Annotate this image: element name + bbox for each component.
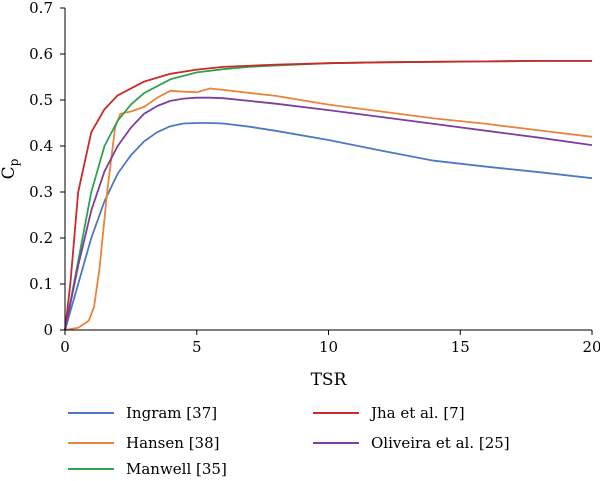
y-tick-label: 0.7: [29, 0, 53, 17]
y-axis-title-subscript: p: [7, 158, 21, 166]
series-line-0: [64, 122, 593, 331]
y-tick-label: 0.2: [29, 229, 53, 247]
x-tick-label: 20: [582, 338, 600, 356]
y-tick-label: 0.5: [29, 91, 53, 109]
ticks: 0 5 10 15 20 0 0.1 0.2 0.3 0.4 0.5 0.6 0.7: [29, 0, 600, 356]
x-tick-label: 0: [60, 338, 70, 356]
series-line-2: [64, 60, 592, 331]
series-line-1: [64, 87, 593, 331]
x-tick-label: 15: [451, 338, 470, 356]
x-tick-label: 5: [192, 338, 202, 356]
y-tick-label: 0: [43, 321, 53, 339]
series-line-3: [64, 60, 592, 331]
series-lines: [64, 60, 593, 331]
y-tick-label: 0.1: [29, 275, 53, 293]
y-tick-label: 0.4: [29, 137, 53, 155]
y-tick-label: 0.6: [29, 45, 53, 63]
y-axis-title-main: C: [0, 166, 19, 179]
series-line-4: [64, 96, 593, 331]
y-axis-title: Cp: [0, 158, 21, 179]
y-tick-label: 0.3: [29, 183, 53, 201]
x-tick-label: 10: [319, 338, 338, 356]
x-axis-title: TSR: [311, 370, 348, 390]
